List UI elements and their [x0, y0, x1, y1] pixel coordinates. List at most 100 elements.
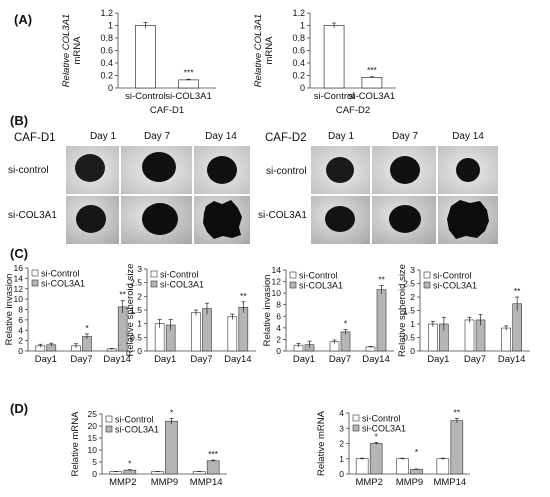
y-tick-label: 10 — [88, 445, 98, 455]
significance-mark: *** — [208, 449, 219, 459]
legend-label: si-Control — [362, 414, 401, 424]
y-axis-label: Relative mRNA — [316, 410, 327, 476]
panel-label-a: (A) — [14, 12, 32, 27]
y-tick-label: 6 — [276, 311, 281, 321]
y-tick-label: 0.6 — [292, 46, 305, 56]
x-tick-label: si-Control — [314, 91, 355, 102]
legend-label: si-COL3A1 — [299, 281, 343, 291]
y-tick-label: 0 — [300, 83, 305, 93]
legend-swatch — [289, 271, 297, 279]
day-label: Day 7 — [392, 131, 419, 142]
legend-swatch — [352, 414, 360, 422]
bar — [361, 77, 383, 89]
x-tick-label: Day14 — [498, 354, 525, 365]
y-axis-label: Relative COL3A1 — [61, 14, 72, 87]
significance-mark: *** — [184, 67, 195, 77]
legend-swatch — [352, 424, 360, 432]
y-tick-label: 1.5 — [130, 305, 142, 315]
legend-swatch — [423, 281, 431, 289]
legend-swatch — [105, 415, 113, 423]
y-tick-label: 1 — [339, 454, 344, 464]
bar — [151, 471, 164, 475]
y-tick-label: 15 — [88, 433, 98, 443]
day-label: Day 1 — [90, 131, 117, 142]
row-label: si-COL3A1 — [8, 210, 57, 221]
x-tick-label: Day14 — [103, 354, 130, 365]
spheroid-image — [142, 203, 178, 235]
y-tick-label: 14 — [14, 273, 24, 283]
y-tick-label: 0.4 — [100, 58, 113, 68]
y-tick-label: 1 — [410, 319, 415, 329]
y-axis-label: Relative invasion — [262, 275, 273, 347]
bar — [436, 458, 450, 475]
significance-mark: ** — [119, 290, 126, 300]
significance-mark: * — [344, 319, 348, 329]
spheroid-image — [326, 157, 354, 183]
legend-label: si-Control — [41, 269, 80, 279]
bar — [365, 346, 376, 352]
y-tick-label: 4 — [276, 323, 281, 333]
y-axis-label: Relative spheroid size — [397, 264, 408, 357]
spheroid-title-caf-d1: CAF-D1 — [14, 132, 56, 144]
spheroid-image — [447, 200, 489, 239]
x-tick-label: MMP2 — [355, 477, 382, 488]
y-tick-label: 16 — [14, 263, 24, 273]
bar — [376, 289, 387, 352]
spheroid-grid-caf-d2: CAF-D2 Day 1 Day 7 Day 14 si-control si-… — [258, 131, 498, 244]
y-tick-label: 0 — [137, 346, 142, 356]
panel-label-c: (C) — [10, 246, 28, 261]
bar — [135, 25, 156, 89]
x-tick-label: Day14 — [362, 354, 389, 365]
bar — [396, 458, 409, 475]
significance-mark: * — [85, 323, 89, 333]
bar — [202, 308, 212, 352]
y-tick-label: 0 — [18, 346, 23, 356]
y-tick-label: 3 — [410, 265, 415, 275]
bar — [501, 327, 511, 352]
spheroid-grid-caf-d1: CAF-D1 Day 1 Day 7 Day 14 si-control si-… — [8, 131, 250, 244]
significance-mark: ** — [454, 407, 461, 417]
x-tick-label: Day7 — [464, 354, 486, 365]
significance-mark: ** — [378, 275, 385, 285]
y-tick-label: 0.4 — [292, 58, 305, 68]
bar — [206, 460, 220, 475]
y-axis-label: Relative COL3A1 — [253, 14, 264, 87]
x-axis-title: CAF-D1 — [150, 105, 184, 116]
chart-a2: 0 0.2 0.4 0.6 0.8 1 1.2 Relative COL3A1 mRNA si-C… — [253, 8, 396, 116]
bar — [123, 469, 137, 475]
x-tick-label: Day7 — [329, 354, 351, 365]
y-tick-label: 2 — [18, 336, 23, 346]
y-tick-label: 2 — [137, 291, 142, 301]
x-tick-label: si-COL3A1 — [165, 91, 211, 102]
y-tick-label: 2 — [276, 334, 281, 344]
spheroid-image — [325, 206, 355, 232]
legend-swatch — [31, 269, 39, 277]
significance-mark: * — [170, 407, 174, 417]
significance-mark: *** — [367, 65, 378, 75]
y-tick-label: 12 — [14, 284, 24, 294]
significance-mark: ** — [240, 291, 247, 301]
y-tick-label: 8 — [18, 305, 23, 315]
spheroid-image — [142, 152, 176, 182]
y-tick-label: 10 — [14, 294, 24, 304]
legend-label: si-COL3A1 — [160, 280, 204, 290]
x-tick-label: Day1 — [154, 354, 176, 365]
y-tick-label: 14 — [272, 265, 282, 275]
bar — [165, 420, 178, 475]
y-tick-label: 4 — [18, 325, 23, 335]
y-tick-label: 1.5 — [403, 306, 415, 316]
bar — [512, 303, 522, 352]
legend-label: si-Control — [299, 271, 338, 281]
legend-swatch — [150, 270, 158, 278]
bar — [192, 471, 206, 475]
x-tick-label: MMP14 — [433, 477, 466, 488]
spheroid-image — [456, 158, 480, 182]
bar — [428, 323, 438, 352]
spheroid-image — [76, 205, 106, 233]
legend-swatch — [105, 425, 113, 433]
day-label: Day 7 — [144, 131, 171, 142]
